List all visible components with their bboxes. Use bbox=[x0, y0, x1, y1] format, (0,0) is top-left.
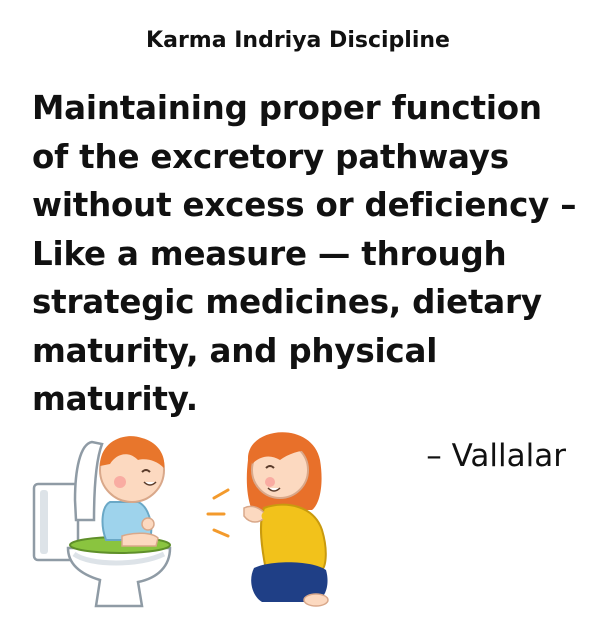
mother-arm bbox=[261, 511, 289, 537]
child-hair bbox=[100, 436, 165, 468]
quote-line: without excess or deficiency – bbox=[32, 186, 577, 224]
mother-smile bbox=[267, 487, 281, 492]
toilet-tank-shade bbox=[40, 490, 48, 554]
toilet-lid bbox=[73, 440, 104, 522]
quote-text: Maintaining proper function of the excre… bbox=[32, 84, 577, 424]
child-blush bbox=[114, 476, 126, 488]
potty-training-illustration bbox=[30, 420, 340, 619]
quote-line: strategic medicines, dietary bbox=[32, 283, 542, 321]
quote-attribution: – Vallalar bbox=[426, 438, 566, 474]
child-hand bbox=[141, 517, 155, 531]
toilet-bowl-shade bbox=[72, 551, 166, 566]
quote-line: of the excretory pathways bbox=[32, 137, 509, 176]
cheer-mark bbox=[212, 528, 230, 538]
child-on-toilet-with-clapping-mother-illustration bbox=[32, 432, 329, 608]
mother-pants bbox=[251, 562, 328, 602]
mother-eye bbox=[265, 465, 275, 469]
quote-line: Like a measure — through bbox=[32, 234, 507, 273]
mother-foot bbox=[303, 593, 329, 607]
child-eye bbox=[141, 469, 151, 473]
cheer-mark bbox=[212, 488, 230, 500]
mother-blush bbox=[265, 477, 275, 487]
mother-hair-front bbox=[252, 438, 310, 464]
child-smile bbox=[143, 481, 157, 486]
quote-line: maturity. bbox=[32, 380, 198, 418]
child-legs bbox=[121, 532, 159, 547]
quote-line: Maintaining proper function bbox=[32, 89, 542, 127]
page-heading: Karma Indriya Discipline bbox=[146, 28, 450, 53]
quote-line: maturity, and physical bbox=[32, 331, 438, 370]
